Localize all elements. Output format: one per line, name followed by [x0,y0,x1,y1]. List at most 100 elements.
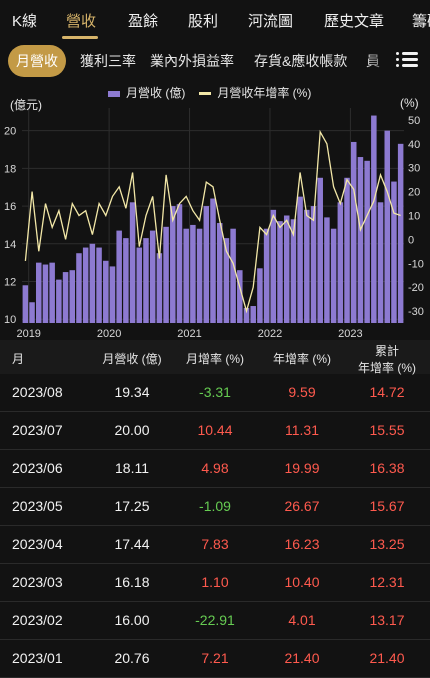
y-tick-label: 10 [4,314,16,326]
chart-legend: 月營收 (億) 月營收年增率 (%) [108,84,311,101]
chart-bar [22,285,29,323]
subtab-profit-ratios[interactable]: 獲利三率 [80,53,136,69]
legend-yoy: 月營收年增率 (%) [199,84,311,101]
chart-bar [357,157,364,323]
chart-bar [243,307,250,323]
subtab-nonoperating-ratio[interactable]: 業內外損益率 [150,53,234,69]
chart-bar [324,217,330,323]
table-row: 2023/01 20.76 7.21 21.40 21.40 [0,640,430,678]
legend-revenue: 月營收 (億) [108,84,185,101]
tab-river-chart[interactable]: 河流圖 [248,13,294,30]
sub-tab-bar: 月營收 獲利三率 業內外損益率 存貨&應收帳款 員 [0,40,430,78]
table-row: 2023/07 20.00 10.44 11.31 15.55 [0,412,430,450]
revenue-chart: 10 12 14 16 18 20 50 40 30 20 10 0 -10 -20 -30 2019 2020… [0,78,430,340]
table-row: 2023/03 16.18 1.10 10.40 12.31 [0,564,430,602]
revenue-chart-svg: 10 12 14 16 18 20 50 40 30 20 10 0 -10 -20 -30 2019 2020… [4,108,424,340]
chart-bar [76,253,82,323]
table-row: 2023/05 17.25 -1.09 26.67 15.67 [0,488,430,526]
x-tick-label: 2022 [258,328,282,340]
menu-icon[interactable] [396,50,418,68]
revenue-cell: 16.00 [114,612,150,628]
y2-tick-label: 50 [408,115,420,127]
top-tab-bar: K線 營收 盈餘 股利 河流圖 歷史文章 籌碼 [0,0,430,40]
chart-bar [69,270,76,323]
y2-tick-label: 0 [408,234,414,246]
chart-bar [29,302,35,323]
header-revenue: 月營收 (億) [102,352,162,366]
tab-chips[interactable]: 籌碼 [412,13,430,30]
y2-tick-label: -10 [408,258,424,270]
cumulative-cell: 12.31 [369,574,405,590]
chart-bar [237,270,243,323]
chart-bar [190,224,196,323]
tab-earnings[interactable]: 盈餘 [128,13,159,30]
header-cumulative-line1: 累計 [374,344,399,358]
y2-tick-label: 10 [408,211,420,223]
table-row: 2023/08 19.34 -3.31 9.59 14.72 [0,374,430,412]
tab-history-articles[interactable]: 歷史文章 [324,13,385,30]
cumulative-cell: 13.25 [369,536,405,552]
mom-cell: -1.09 [199,498,231,514]
yoy-cell: 11.31 [285,422,319,438]
yoy-cell: 26.67 [284,498,320,514]
chart-bar [196,228,203,323]
chart-bar [123,238,129,323]
y2-tick-label: -20 [408,282,424,294]
chart-bar [136,247,143,323]
tab-revenue[interactable]: 營收 [66,13,97,30]
chart-bar [350,141,357,323]
month-cell: 2023/07 [12,422,63,438]
chart-bar [210,198,216,323]
y-tick-label: 20 [4,126,16,138]
chart-bar [156,253,163,323]
chart-bar [304,209,310,323]
y-tick-label: 16 [4,201,16,213]
cumulative-cell: 14.72 [369,384,405,400]
revenue-cell: 17.44 [114,536,150,552]
table-row: 2023/06 18.11 4.98 19.99 16.38 [0,450,430,488]
mom-cell: 10.44 [197,422,233,438]
month-cell: 2023/04 [12,536,63,552]
subtab-inventory-receivables[interactable]: 存貨&應收帳款 [254,53,348,69]
month-cell: 2023/02 [12,612,63,628]
subtab-monthly-revenue[interactable]: 月營收 [8,45,66,77]
chart-bar [170,206,176,323]
header-yoy: 年增率 (%) [273,352,331,366]
cumulative-cell: 15.55 [369,422,405,438]
chart-bar [391,181,397,323]
chart-bar [397,143,404,323]
yoy-cell: 21.40 [284,650,320,666]
chart-bar [183,228,189,323]
y-tick-label: 12 [4,277,16,289]
chart-bar [317,177,323,323]
chart-bar [250,306,256,323]
chart-bar [82,247,89,323]
chart-bar [310,206,317,323]
month-cell: 2023/01 [12,650,63,666]
chart-bar [270,209,277,323]
table-row: 2023/02 16.00 -22.91 4.01 13.17 [0,602,430,640]
month-cell: 2023/05 [12,498,63,514]
right-axis-unit: (%) [400,96,419,110]
yoy-line [24,129,401,314]
mom-cell: 7.83 [201,536,229,552]
tab-dividend[interactable]: 股利 [188,13,219,30]
y2-tick-label: 20 [408,187,420,199]
revenue-cell: 19.34 [114,384,150,400]
revenue-cell: 16.18 [114,574,150,590]
chart-bar [163,226,169,323]
chart-bar [103,260,109,323]
x-tick-label: 2019 [16,328,40,340]
yoy-cell: 4.01 [288,612,316,628]
chart-bar [129,202,136,323]
chart-bar [116,230,122,323]
chart-bar [364,160,370,323]
x-tick-label: 2021 [177,328,201,340]
y2-tick-label: 40 [408,139,420,151]
tab-kline[interactable]: K線 [12,13,38,30]
chart-bar [49,262,55,323]
mom-cell: 7.21 [201,650,229,666]
left-axis-unit: (億元) [10,98,42,112]
yoy-cell: 9.59 [288,384,316,400]
chart-bar [344,177,350,323]
